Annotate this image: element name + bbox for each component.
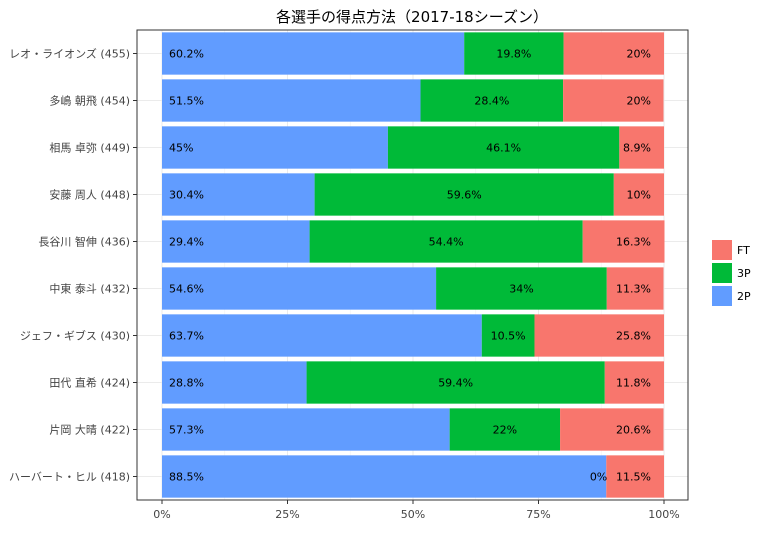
x-tick-label-3: 75% (526, 508, 550, 521)
category-label-3: 安藤 周人 (448) (49, 188, 130, 202)
label-3p-3: 59.6% (447, 189, 482, 202)
label-3p-6: 10.5% (491, 330, 526, 343)
bar-2p-3 (162, 173, 315, 216)
bar-3p-0 (464, 32, 564, 75)
bar-ft-9 (606, 455, 664, 498)
bar-2p-7 (162, 361, 307, 404)
bar-3p-6 (481, 314, 535, 357)
label-2p-4: 29.4% (169, 236, 204, 249)
bar-ft-0 (563, 32, 664, 75)
bar-ft-4 (582, 220, 665, 263)
legend-key-ft (712, 240, 732, 260)
legend-label-ft: FT (737, 244, 750, 257)
bar-ft-5 (606, 267, 664, 310)
bar-3p-1 (420, 79, 564, 122)
label-ft-7: 11.8% (616, 377, 651, 390)
label-2p-7: 28.8% (169, 377, 204, 390)
category-label-7: 田代 直希 (424) (49, 376, 130, 390)
label-ft-5: 11.3% (616, 283, 651, 296)
label-ft-8: 20.6% (616, 424, 651, 437)
label-3p-8: 22% (493, 424, 517, 437)
bar-2p-5 (162, 267, 437, 310)
bar-ft-3 (613, 173, 664, 216)
bar-3p-5 (436, 267, 607, 310)
label-ft-0: 20% (627, 48, 651, 61)
bar-ft-2 (619, 126, 664, 169)
chart-title: 各選手の得点方法（2017-18シーズン） (276, 8, 548, 26)
label-ft-1: 20% (627, 95, 651, 108)
label-3p-9: 0% (590, 471, 607, 484)
category-label-1: 多嶋 朝飛 (454) (49, 94, 130, 108)
bar-ft-8 (560, 408, 664, 451)
plot-border (136, 29, 689, 501)
label-2p-5: 54.6% (169, 283, 204, 296)
label-ft-9: 11.5% (616, 471, 651, 484)
bar-2p-4 (162, 220, 310, 263)
label-ft-4: 16.3% (616, 236, 651, 249)
category-label-0: レオ・ライオンズ (455) (9, 47, 130, 61)
category-label-4: 長谷川 智伸 (436) (38, 235, 130, 249)
label-3p-2: 46.1% (486, 142, 521, 155)
bar-3p-7 (306, 361, 605, 404)
bar-3p-4 (309, 220, 583, 263)
label-2p-8: 57.3% (169, 424, 204, 437)
legend: FT 3P 2P (712, 240, 751, 306)
bar-2p-9 (162, 455, 607, 498)
label-3p-0: 19.8% (496, 48, 531, 61)
bar-ft-1 (563, 79, 664, 122)
legend-label-2p: 2P (737, 290, 751, 303)
label-ft-2: 8.9% (623, 142, 651, 155)
category-label-8: 片岡 大晴 (422) (49, 423, 130, 437)
category-label-2: 相馬 卓弥 (449) (49, 141, 130, 155)
x-tick-label-2: 50% (401, 508, 425, 521)
bar-2p-6 (162, 314, 482, 357)
bar-ft-7 (604, 361, 664, 404)
legend-key-3p (712, 263, 732, 283)
label-ft-6: 25.8% (616, 330, 651, 343)
legend-label-3p: 3P (737, 267, 751, 280)
bar-3p-3 (314, 173, 614, 216)
x-tick-label-4: 100% (648, 508, 679, 521)
plot-area: 60.2% 19.8% 20% レオ・ライオンズ (455) 51.5% 28.4% 20%… (9, 29, 689, 521)
label-2p-0: 60.2% (169, 48, 204, 61)
label-3p-7: 59.4% (438, 377, 473, 390)
legend-key-2p (712, 286, 732, 306)
bar-ft-6 (534, 314, 664, 357)
category-label-6: ジェフ・ギブス (430) (20, 329, 130, 343)
label-2p-3: 30.4% (169, 189, 204, 202)
x-tick-label-0: 0% (153, 508, 170, 521)
bar-2p-1 (162, 79, 421, 122)
label-2p-1: 51.5% (169, 95, 204, 108)
bar-3p-2 (387, 126, 620, 169)
label-2p-6: 63.7% (169, 330, 204, 343)
bar-2p-0 (162, 32, 465, 75)
label-2p-9: 88.5% (169, 471, 204, 484)
label-ft-3: 10% (627, 189, 651, 202)
label-3p-4: 54.4% (429, 236, 464, 249)
bar-3p-8 (449, 408, 561, 451)
bar-2p-8 (162, 408, 450, 451)
bar-2p-2 (162, 126, 388, 169)
category-label-5: 中東 泰斗 (432) (49, 282, 130, 296)
label-3p-5: 34% (509, 283, 533, 296)
x-tick-label-1: 25% (275, 508, 299, 521)
label-3p-1: 28.4% (474, 95, 509, 108)
category-label-9: ハーバート・ヒル (418) (9, 471, 130, 484)
label-2p-2: 45% (169, 142, 193, 155)
